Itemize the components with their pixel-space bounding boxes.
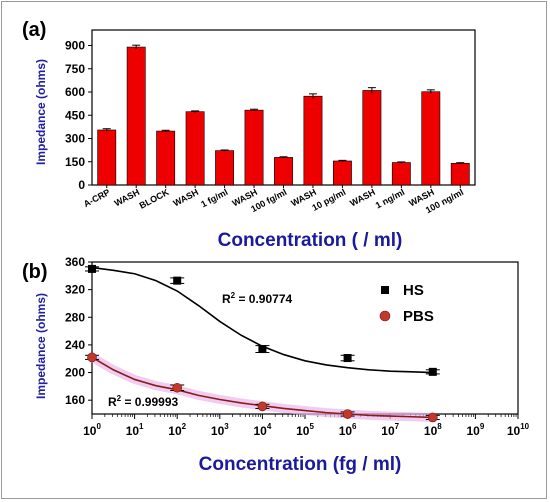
panel-a-category-label: WASH [172, 187, 201, 209]
panel-a-y-tick-label: 750 [65, 62, 85, 76]
pbs-data-point [87, 352, 97, 363]
hs-r2-annotation: R2 = 0.90774 [222, 291, 293, 306]
panel-b-y-tick-label: 160 [65, 393, 85, 407]
panel-b-plot-area: 160 200 240 280 320 360 100 101 102 103 104 105 106 1… [65, 255, 530, 438]
panel-b-x-tick-label: 107 [381, 422, 399, 438]
panel-a-y-tick-label: 300 [65, 132, 85, 146]
bar [244, 109, 264, 186]
bar [274, 157, 293, 186]
panel-a-category-label: 1 ng/ml [374, 187, 407, 211]
bar [332, 160, 352, 186]
pbs-data-point [342, 409, 353, 419]
panel-b-y-tick-label: 320 [65, 283, 85, 297]
panel-a-category-label: 1 fg/ml [199, 187, 229, 209]
hs-data-point [343, 354, 352, 363]
panel-a-y-tick-label: 600 [65, 85, 85, 99]
panel-a-category-label: 10 pg/ml [310, 187, 347, 213]
bar [303, 95, 323, 186]
panel-a-category-label: WASH [348, 187, 377, 209]
legend-marker-hs [381, 286, 389, 294]
panel-a-category-label: BLOCK [138, 187, 171, 211]
panel-a-x-axis-title: Concentration ( / ml) [218, 230, 403, 251]
bar [450, 163, 470, 186]
bar [185, 111, 205, 186]
hs-data-point [173, 276, 182, 285]
panel-a-y-tick-label: 150 [65, 155, 85, 169]
pbs-data-point [172, 382, 182, 393]
panel-a-y-axis-title: Impedance (ohms) [34, 59, 48, 165]
panel-b-y-axis-title: Impedance (ohms) [34, 293, 48, 399]
panel-b-x-tick-label: 105 [296, 422, 314, 438]
panel-b-x-axis-title: Concentration (fg / ml) [199, 454, 402, 475]
bar [156, 130, 176, 186]
panel-b-x-tick-label: 101 [126, 422, 144, 438]
bar [97, 129, 117, 186]
legend-entry-label: PBS [403, 308, 434, 325]
panel-a-y-tick-label: 450 [65, 108, 85, 122]
panel-b-x-tick-label: 100 [83, 422, 101, 438]
panel-b-x-tick-label: 106 [339, 422, 357, 438]
pbs-data-point [427, 412, 438, 423]
panel-b-label: (b) [22, 261, 48, 283]
panel-a: (a) Impedance (ohms) Concentration ( / m… [22, 19, 476, 251]
panel-a-y-tick-label: 900 [65, 39, 85, 53]
panel-a-category-label: A-CRP [82, 187, 112, 209]
panel-a-label: (a) [22, 19, 46, 41]
panel-b-x-tick-label: 108 [424, 422, 442, 438]
hs-data-point [88, 264, 96, 273]
panel-b-x-tick-label: 109 [466, 422, 484, 438]
panel-b-axes-frame [91, 261, 519, 415]
hs-data-point [258, 345, 267, 354]
bar [362, 90, 382, 186]
panel-b-y-tick-label: 360 [65, 255, 85, 269]
bar [391, 162, 411, 186]
pbs-r2-annotation: R2 = 0.99993 [108, 394, 179, 409]
bar [421, 91, 441, 186]
panel-b-y-tick-label: 200 [65, 366, 85, 380]
bar [126, 46, 146, 186]
legend-entry-label: HS [403, 282, 424, 299]
pbs-data-point [257, 401, 268, 412]
bar [215, 150, 235, 186]
panel-b: (b) Impedance (ohms) Concentration (fg /… [22, 255, 530, 475]
panel-a-category-label: WASH [113, 187, 142, 209]
panel-b-x-tick-label: 103 [211, 422, 229, 438]
panel-b-y-tick-label: 280 [65, 310, 85, 324]
legend-marker-pbs [379, 310, 391, 322]
panel-b-y-tick-label: 240 [65, 338, 85, 352]
panel-a-y-tick-label: 0 [78, 178, 85, 192]
panel-b-x-tick-label: 102 [168, 422, 186, 438]
panel-b-x-tick-label: 104 [253, 422, 271, 438]
panel-b-x-tick-label: 1010 [507, 422, 530, 438]
hs-data-point [428, 367, 437, 376]
